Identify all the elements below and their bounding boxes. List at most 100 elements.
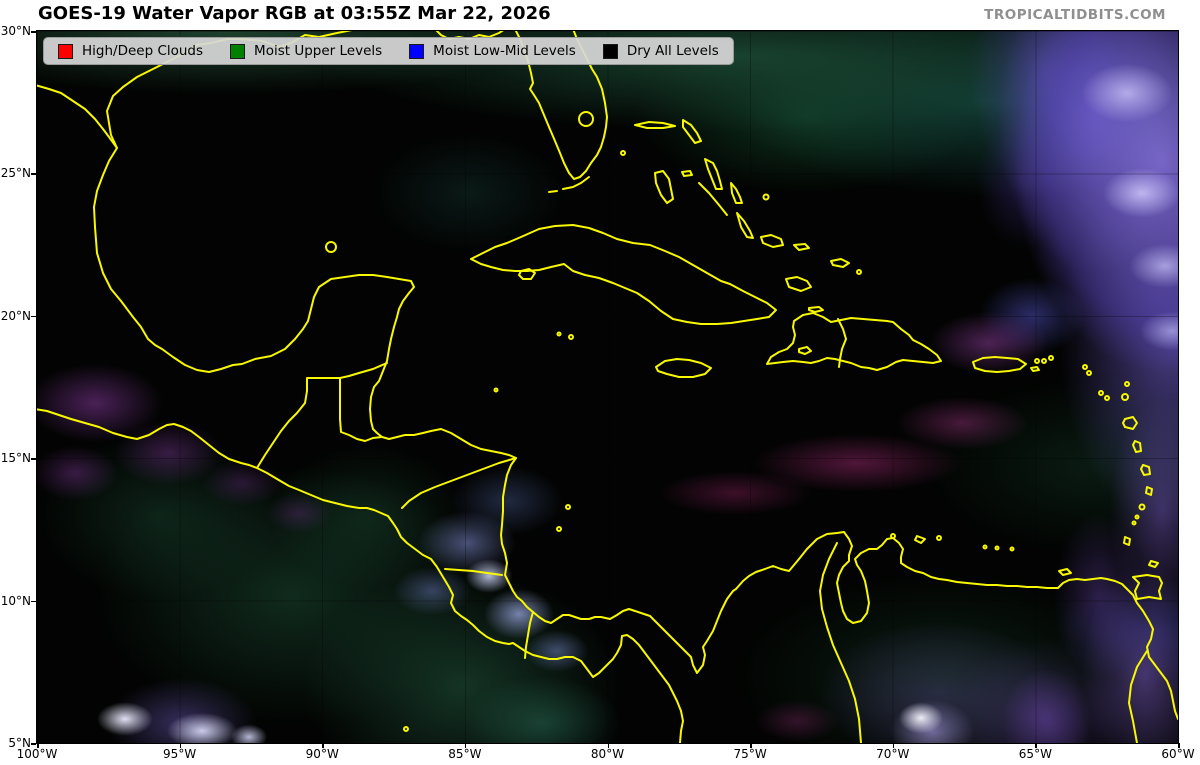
cocos-island [403, 726, 409, 732]
watermark: TROPICALTIDBITS.COM [984, 7, 1166, 23]
barbuda [1124, 381, 1130, 387]
tortola [1048, 355, 1054, 361]
gridlines [37, 31, 1178, 743]
mayaguana [793, 243, 810, 251]
border-venezuela-guyana [1128, 650, 1148, 743]
coastline-florida [514, 31, 608, 180]
cat-island [730, 182, 743, 204]
border-honduras-nicaragua [401, 457, 517, 509]
antigua [1121, 393, 1129, 401]
coastline-hispaniola [766, 312, 942, 371]
legend-swatch-blue [409, 43, 425, 59]
legend-item-dry-all-levels: Dry All Levels [602, 43, 719, 59]
legend-item-high-deep-clouds: High/Deep Clouds [58, 43, 203, 59]
lon-tick-label: 90°W [305, 747, 339, 761]
aruba [890, 533, 896, 539]
map-canvas: High/Deep Clouds Moist Upper Levels Mois… [36, 30, 1179, 744]
border-colombia-venezuela [819, 542, 862, 743]
legend-item-moist-low-mid-levels: Moist Low-Mid Levels [409, 43, 576, 59]
satellite-imagery [37, 31, 1178, 743]
page-title: GOES-19 Water Vapor RGB at 03:55Z Mar 22… [38, 3, 551, 24]
swan-island [493, 387, 499, 393]
lon-tick-label: 95°W [163, 747, 197, 761]
anguilla [1082, 364, 1088, 370]
legend-label: Dry All Levels [626, 43, 719, 59]
crooked-acklins [760, 234, 784, 248]
coastline-pacific [37, 408, 684, 743]
lat-tick-label: 25°N [0, 166, 31, 181]
isla-juventud [518, 268, 536, 280]
exuma-chain [698, 182, 728, 216]
legend-swatch-red [58, 43, 73, 59]
coastline-cuba [470, 224, 777, 325]
legend-swatch-black [602, 43, 618, 59]
legend-label: High/Deep Clouds [82, 43, 204, 59]
lon-tick-label: 85°W [448, 747, 482, 761]
abaco [682, 119, 702, 144]
border-costarica-panama [524, 611, 534, 659]
caicos [830, 258, 850, 268]
lon-tick-label: 100°W [16, 747, 58, 761]
grenada [1123, 536, 1131, 546]
san-andres [556, 526, 562, 532]
coastline-jamaica [655, 358, 712, 378]
providencia [565, 504, 571, 510]
little-cayman [556, 331, 562, 337]
lake-okeechobee [578, 111, 594, 127]
long-island-bahamas [736, 212, 754, 239]
lat-tick-label: 5°N [8, 736, 31, 750]
lon-tick-label: 80°W [590, 747, 625, 761]
curacao [914, 535, 926, 544]
lon-tick-label: 70°W [876, 747, 910, 761]
alacranes-reef [325, 241, 337, 253]
eleuthera [704, 158, 723, 190]
bonaire [936, 535, 942, 541]
nevis [1104, 395, 1110, 401]
lon-tick-label: 75°W [733, 747, 767, 761]
st-martin [1086, 370, 1092, 376]
bimini [620, 150, 626, 156]
lat-tick-label: 20°N [0, 308, 31, 323]
border-mexico-belize [339, 362, 388, 379]
andros [654, 170, 674, 204]
coastline-mainland [93, 31, 1178, 720]
st-kitts [1098, 390, 1104, 396]
legend-swatch-green [230, 43, 246, 59]
lon-tick-label: 60°W [1161, 747, 1195, 761]
la-blanquilla [1009, 546, 1015, 552]
st-john [1041, 358, 1047, 364]
turks [856, 269, 862, 275]
inagua [785, 276, 812, 292]
border-guatemala [256, 377, 383, 469]
san-salvador [762, 193, 770, 201]
border-nicaragua-costarica [444, 568, 503, 576]
dominica [1132, 440, 1142, 453]
la-orchila [994, 545, 1000, 551]
st-vincent [1138, 503, 1146, 511]
lat-tick-label: 30°N [0, 24, 31, 38]
border-us-mexico [37, 84, 118, 149]
ile-tortue [808, 306, 824, 313]
lat-tick-label: 15°N [0, 451, 31, 466]
ile-gonave [798, 346, 812, 355]
legend-item-moist-upper-levels: Moist Upper Levels [230, 43, 382, 59]
lat-tick-label: 10°N [0, 593, 31, 608]
st-thomas [1034, 358, 1040, 364]
vieques [1030, 366, 1040, 372]
margarita [1058, 568, 1072, 576]
coastline-florida-keys [548, 176, 590, 193]
grand-cayman [568, 334, 574, 340]
guadeloupe [1122, 416, 1138, 430]
coastline-puerto-rico [972, 356, 1027, 373]
grand-bahama [634, 121, 676, 129]
los-roques [982, 544, 988, 550]
legend: High/Deep Clouds Moist Upper Levels Mois… [43, 37, 734, 65]
grenadines-1 [1134, 514, 1140, 520]
trinidad [1132, 574, 1163, 600]
tobago [1148, 560, 1159, 568]
legend-label: Moist Low-Mid Levels [433, 43, 576, 59]
coastlines [37, 31, 1178, 743]
legend-label: Moist Upper Levels [254, 43, 383, 59]
st-lucia [1145, 486, 1153, 496]
